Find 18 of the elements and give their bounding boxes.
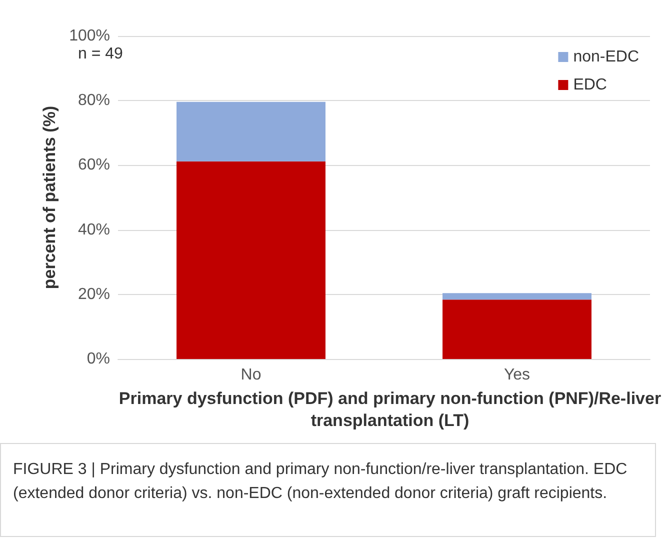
bar	[442, 300, 592, 359]
y-tick-label: 20%	[78, 286, 110, 303]
annotation: n = 49	[78, 46, 124, 62]
bar	[176, 161, 326, 359]
bar	[442, 293, 592, 300]
caption: FIGURE 3 | Primary dysfunction and primary non-function/re-liver transplantation. EDC (extended donor criteria) vs. non-EDC (non-extended donor criteria) graft recipients.	[0, 443, 656, 537]
y-tick-label: 80%	[78, 92, 110, 110]
y-axis-title: percent of patients (%)	[40, 106, 60, 290]
bar	[176, 102, 326, 162]
y-tick-label: 60%	[78, 156, 110, 174]
y-tick-label: 0%	[86, 350, 110, 368]
legend-label: EDC	[573, 76, 607, 94]
x-tick-label: No	[240, 366, 262, 384]
legend-label: non-EDC	[573, 48, 640, 66]
x-tick-label: Yes	[504, 366, 530, 384]
y-tick-label: 100%	[69, 28, 110, 44]
y-tick-label: 40%	[78, 221, 110, 238]
x-axis-title: Primary dysfunction (PDF) and primary non-function (PNF)/Re-liver transplantation (LT)	[118, 388, 662, 432]
